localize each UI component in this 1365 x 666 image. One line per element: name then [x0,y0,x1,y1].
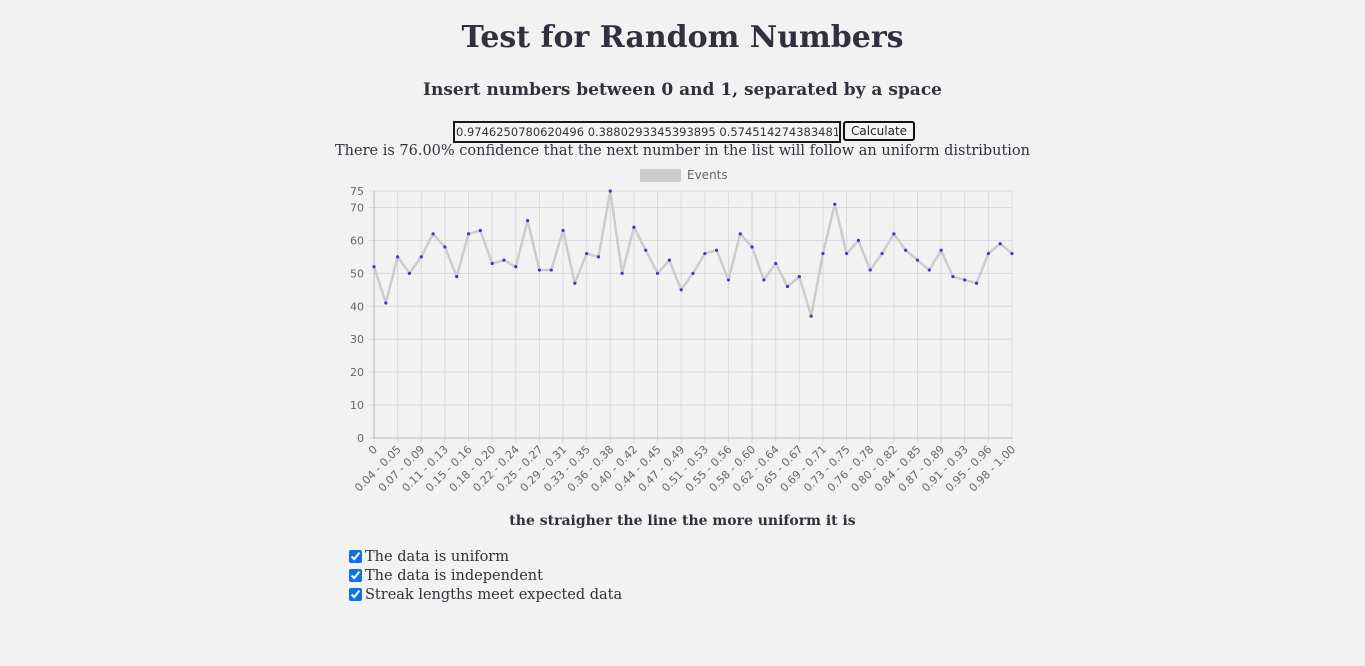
events-chart: 0 10 20 30 40 50 60 70 75 00.04 - 0.050.07 - 0.0… [350,168,1018,495]
data-point [833,202,837,206]
data-point [974,281,979,285]
independent-checkbox[interactable] [349,569,362,582]
data-point [537,268,542,272]
data-point [703,251,707,256]
data-point [620,271,624,275]
y-tick-label: 20 [350,366,364,379]
data-point [986,251,990,256]
checks-list: The data is uniform The data is independ… [348,547,622,604]
data-point [443,245,447,249]
streak-checkbox[interactable] [349,588,362,601]
x-tick-labels: 00.04 - 0.050.07 - 0.090.11 - 0.130.15 -… [352,443,1018,495]
data-point [844,251,849,256]
grid-lines [369,190,1013,443]
data-point [372,265,376,269]
data-point [726,278,731,282]
data-point [715,248,719,252]
data-point [573,281,577,285]
check-label: The data is uniform [365,548,509,565]
axes [373,191,1012,439]
data-point [455,275,459,279]
data-point [951,275,955,279]
legend-label: Events [687,168,728,182]
data-point [396,255,400,259]
data-point [502,258,506,262]
data-point [585,251,589,256]
data-point [785,284,790,289]
data-point [738,232,742,236]
data-point [868,268,872,272]
uniform-checkbox[interactable] [349,550,362,563]
y-tick-label: 40 [350,300,364,313]
data-point [407,271,412,275]
page-title: Test for Random Numbers [461,20,904,55]
confidence-text: There is 76.00% confidence that the next… [335,143,1030,159]
check-independent[interactable]: The data is independent [348,566,622,585]
data-point [939,248,943,252]
data-point [856,238,861,242]
data-point [644,248,648,252]
check-streak[interactable]: Streak lengths meet expected data [348,585,622,604]
check-label: Streak lengths meet expected data [365,586,623,603]
data-point [809,314,813,318]
check-uniform[interactable]: The data is uniform [348,547,622,566]
data-point [608,189,612,193]
instructions-subtitle: Insert numbers between 0 and 1, separate… [423,80,942,100]
series-line-events [372,189,1013,318]
data-point [514,265,518,269]
data-point [774,261,778,266]
input-row: Calculate [453,121,916,143]
y-tick-label: 60 [350,234,364,247]
data-point [596,255,601,259]
data-point [561,228,565,233]
y-tick-label: 70 [350,201,364,214]
data-point [750,245,754,249]
x-tick-label: 0 [366,443,380,457]
data-point [821,251,825,256]
data-point [797,275,801,279]
y-tick-label: 0 [357,432,364,445]
data-point [880,251,884,256]
data-point [1010,251,1014,256]
data-point [419,255,423,259]
numbers-input[interactable] [453,121,841,143]
data-point [384,301,388,305]
data-point [525,219,530,223]
data-point [915,258,920,262]
data-point [431,232,435,236]
y-tick-label: 75 [350,185,364,198]
data-point [667,258,671,262]
data-point [762,278,766,282]
data-point [679,288,683,292]
data-point [478,228,482,233]
data-point [927,268,931,272]
y-tick-label: 10 [350,399,364,412]
data-point [691,271,695,275]
data-point [466,232,471,236]
y-tick-labels: 0 10 20 30 40 50 60 70 75 [350,185,364,445]
series-points [372,189,1014,318]
legend-swatch [640,169,681,182]
data-point [549,268,553,272]
series-line-layer [372,189,1013,318]
y-tick-label: 30 [350,333,364,346]
check-label: The data is independent [365,567,543,584]
calculate-button[interactable]: Calculate [843,121,916,141]
data-point [632,225,636,229]
legend: Events [640,168,728,182]
data-point [655,271,660,275]
data-point [963,278,967,282]
y-tick-label: 50 [350,267,364,280]
data-point [490,261,494,266]
data-point [892,232,896,236]
chart-caption: the straigher the line the more uniform … [509,513,856,529]
data-point [904,248,908,252]
data-point [998,242,1002,246]
